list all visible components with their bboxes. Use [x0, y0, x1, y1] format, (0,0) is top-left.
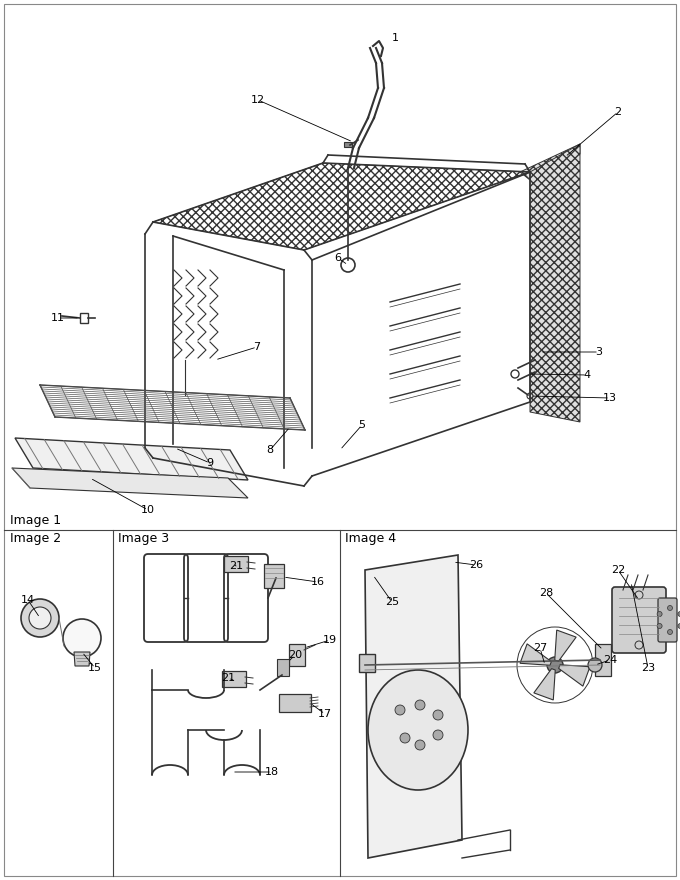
Polygon shape: [12, 468, 248, 498]
FancyBboxPatch shape: [658, 598, 677, 642]
Text: 22: 22: [611, 565, 625, 575]
Text: 12: 12: [251, 95, 265, 105]
Ellipse shape: [21, 599, 59, 637]
Text: 5: 5: [358, 420, 365, 430]
FancyBboxPatch shape: [277, 659, 289, 676]
Circle shape: [657, 624, 662, 628]
Polygon shape: [530, 144, 580, 422]
Text: 11: 11: [51, 313, 65, 323]
Text: 16: 16: [311, 577, 325, 587]
Circle shape: [668, 629, 673, 634]
Polygon shape: [559, 664, 590, 686]
Ellipse shape: [433, 710, 443, 720]
Circle shape: [657, 612, 662, 617]
Text: 1: 1: [392, 33, 398, 43]
Text: 15: 15: [88, 663, 102, 673]
Text: 10: 10: [141, 505, 155, 515]
FancyBboxPatch shape: [359, 654, 375, 672]
Ellipse shape: [29, 607, 51, 629]
FancyBboxPatch shape: [264, 564, 284, 588]
Text: 21: 21: [221, 673, 235, 683]
Circle shape: [678, 624, 680, 628]
Polygon shape: [153, 163, 530, 250]
Text: Image 2: Image 2: [10, 532, 61, 545]
Bar: [344, 142, 352, 147]
Text: 26: 26: [469, 560, 483, 570]
Text: 4: 4: [583, 370, 590, 380]
FancyBboxPatch shape: [279, 694, 311, 712]
Text: 3: 3: [596, 347, 602, 357]
Text: 6: 6: [335, 253, 341, 263]
Polygon shape: [520, 144, 580, 180]
Text: 8: 8: [267, 445, 273, 455]
Circle shape: [588, 658, 602, 672]
FancyBboxPatch shape: [612, 587, 666, 653]
Ellipse shape: [433, 730, 443, 740]
Text: 25: 25: [385, 597, 399, 607]
Circle shape: [678, 612, 680, 617]
Text: 27: 27: [533, 643, 547, 653]
Text: 23: 23: [641, 663, 655, 673]
Polygon shape: [520, 644, 551, 665]
Text: Image 4: Image 4: [345, 532, 396, 545]
Polygon shape: [534, 669, 556, 700]
Polygon shape: [15, 438, 248, 480]
Ellipse shape: [415, 700, 425, 710]
Polygon shape: [555, 630, 576, 662]
Text: 18: 18: [265, 767, 279, 777]
Ellipse shape: [415, 740, 425, 750]
Circle shape: [668, 605, 673, 611]
Text: 14: 14: [21, 595, 35, 605]
Ellipse shape: [63, 619, 101, 657]
Polygon shape: [365, 555, 462, 858]
Text: Image 3: Image 3: [118, 532, 169, 545]
Text: 19: 19: [323, 635, 337, 645]
Ellipse shape: [368, 670, 468, 790]
FancyBboxPatch shape: [595, 644, 611, 676]
Text: Image 1: Image 1: [10, 514, 61, 526]
Text: 13: 13: [603, 393, 617, 403]
Circle shape: [547, 657, 563, 673]
Ellipse shape: [400, 733, 410, 743]
Text: 2: 2: [615, 107, 622, 117]
Text: 9: 9: [207, 458, 214, 468]
Bar: [80, 313, 88, 323]
Text: 24: 24: [603, 655, 617, 665]
Text: 7: 7: [254, 342, 260, 352]
FancyBboxPatch shape: [224, 556, 248, 572]
Text: 21: 21: [229, 561, 243, 571]
Text: 17: 17: [318, 709, 332, 719]
Text: 28: 28: [539, 588, 553, 598]
Text: 20: 20: [288, 650, 302, 660]
FancyBboxPatch shape: [289, 644, 305, 666]
Ellipse shape: [395, 705, 405, 715]
Polygon shape: [74, 652, 90, 666]
FancyBboxPatch shape: [222, 671, 246, 687]
